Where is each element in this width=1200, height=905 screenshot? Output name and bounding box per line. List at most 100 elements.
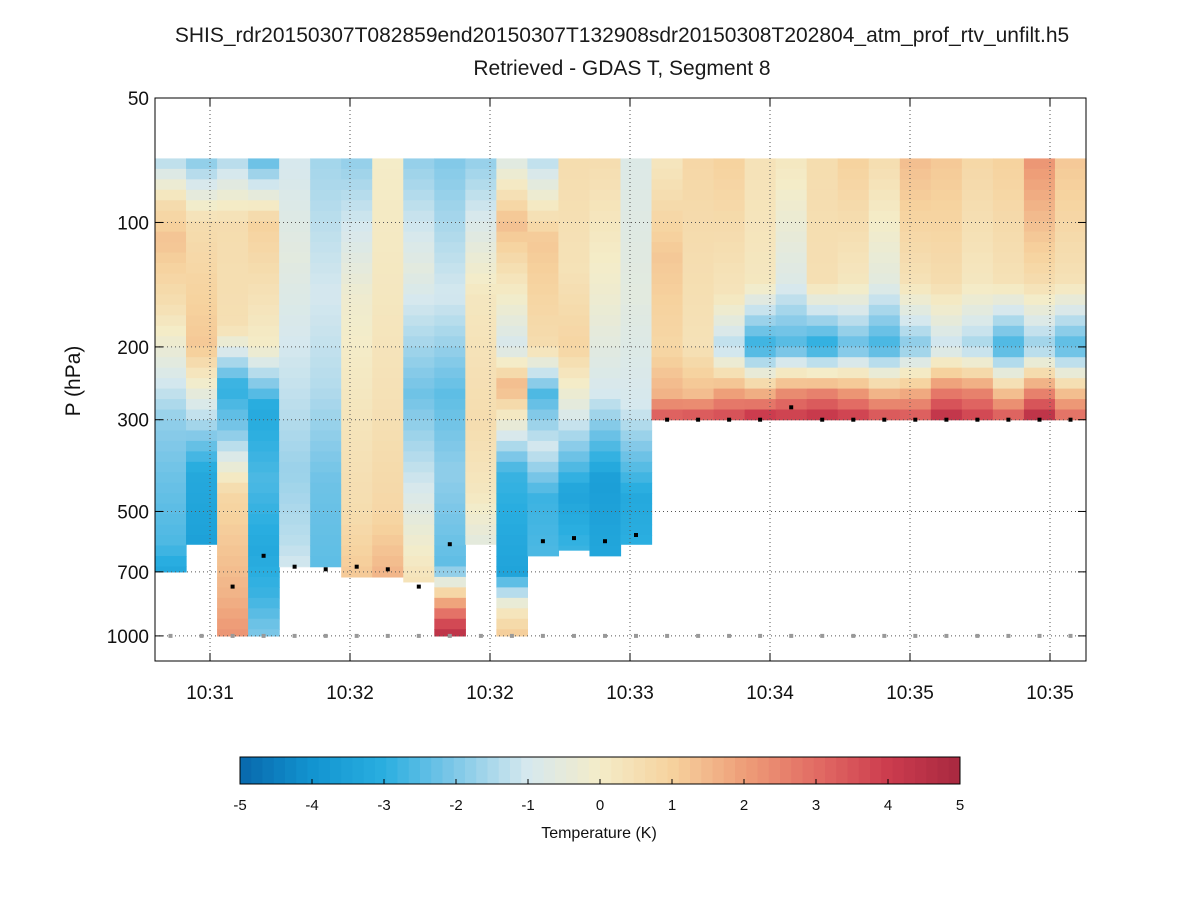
heatmap-cell — [868, 158, 901, 170]
heatmap-cell — [465, 419, 497, 432]
heatmap-cell — [434, 252, 466, 264]
heatmap-cell — [806, 231, 839, 243]
heatmap-cell — [310, 524, 342, 536]
heatmap-cell — [403, 325, 435, 337]
heatmap-cell — [620, 430, 653, 442]
heatmap-cell — [868, 378, 901, 390]
heatmap-cell — [248, 325, 280, 337]
heatmap-cell — [372, 367, 404, 379]
heatmap-cell — [434, 315, 466, 327]
heatmap-cell — [372, 461, 404, 473]
x-tick-label: 10:34 — [746, 683, 794, 704]
heatmap-cell — [1054, 158, 1087, 170]
heatmap-cell — [713, 221, 746, 233]
heatmap-cell — [465, 231, 497, 243]
heatmap-cell — [248, 294, 280, 306]
heatmap-cell — [527, 503, 560, 515]
heatmap-cell — [434, 440, 466, 452]
heatmap-cell — [248, 367, 280, 379]
heatmap-cell — [372, 231, 404, 243]
heatmap-cell — [403, 242, 435, 254]
heatmap-cell — [186, 242, 218, 254]
heatmap-cell — [868, 231, 901, 243]
heatmap-cell — [496, 566, 528, 578]
heatmap-cell — [496, 399, 528, 411]
heatmap-cell — [186, 273, 218, 285]
heatmap-cell — [372, 200, 404, 212]
colorbar-segment — [296, 757, 308, 784]
heatmap-cell — [155, 168, 187, 180]
heatmap-cell — [186, 325, 218, 337]
heatmap-cell — [899, 346, 932, 358]
heatmap-cell — [248, 503, 280, 515]
heatmap-cell — [651, 367, 684, 379]
heatmap-cell — [806, 179, 839, 191]
heatmap-cell — [310, 440, 342, 452]
colorbar-ticks: -5 -4 -3 -2 -1 0 1 2 3 4 5 — [233, 779, 964, 814]
heatmap-cell — [713, 304, 746, 316]
heatmap-cell — [465, 325, 497, 337]
heatmap-cell — [682, 231, 715, 243]
heatmap-cell — [248, 263, 280, 275]
heatmap-cell — [930, 221, 963, 233]
heatmap-cell — [589, 378, 622, 390]
heatmap-cell — [589, 367, 622, 379]
heatmap-cell — [992, 315, 1025, 327]
heatmap-cell — [558, 399, 591, 411]
heatmap-cell — [372, 493, 404, 505]
heatmap-cell — [837, 336, 870, 348]
heatmap-cell — [434, 618, 466, 630]
heatmap-cell — [527, 210, 560, 222]
heatmap-cell — [837, 221, 870, 233]
heatmap-cell — [527, 524, 560, 536]
heatmap-cell — [217, 210, 249, 222]
heatmap-cell — [248, 493, 280, 505]
heatmap-cell — [186, 472, 218, 484]
heatmap-cell — [434, 409, 466, 421]
heatmap-cell — [310, 336, 342, 348]
heatmap-cell — [992, 294, 1025, 306]
heatmap-cell — [248, 231, 280, 243]
heatmap-cell — [744, 283, 777, 296]
heatmap-cell — [682, 242, 715, 254]
heatmap-cell — [620, 304, 653, 316]
heatmap-cell — [930, 388, 963, 400]
heatmap-cell — [527, 179, 560, 191]
heatmap-cell — [961, 273, 994, 285]
heatmap-cell — [434, 200, 466, 212]
heatmap-cell — [217, 545, 249, 557]
heatmap-cell — [434, 367, 466, 379]
heatmap-cell — [155, 325, 187, 337]
colorbar-segment — [240, 757, 252, 784]
heatmap-cell — [496, 576, 528, 588]
heatmap-cell — [341, 440, 373, 452]
heatmap-cell — [992, 336, 1025, 348]
heatmap-cell — [217, 587, 249, 599]
heatmap-cell — [527, 514, 560, 526]
heatmap-cell — [217, 346, 249, 358]
heatmap-cell — [992, 221, 1025, 233]
heatmap-cell — [558, 294, 591, 306]
heatmap-cell — [279, 430, 311, 442]
heatmap-cell — [248, 482, 280, 494]
cloud-marker — [447, 542, 452, 547]
heatmap-cell — [434, 419, 466, 432]
heatmap-cell — [279, 555, 311, 568]
heatmap-cell — [837, 388, 870, 400]
heatmap-cell — [961, 283, 994, 296]
heatmap-cell — [341, 252, 373, 264]
heatmap-cell — [496, 503, 528, 515]
heatmap-cell — [248, 555, 280, 568]
heatmap-cell — [279, 221, 311, 233]
surface-marker — [758, 633, 763, 638]
heatmap-cell — [341, 461, 373, 473]
heatmap-cell — [217, 503, 249, 515]
heatmap-cell — [961, 231, 994, 243]
heatmap-cell — [372, 346, 404, 358]
heatmap-cell — [806, 304, 839, 316]
heatmap-cell — [465, 524, 497, 536]
heatmap-cell — [651, 336, 684, 348]
heatmap-cell — [403, 378, 435, 390]
heatmap-cell — [558, 493, 591, 505]
heatmap-cell — [775, 378, 808, 390]
